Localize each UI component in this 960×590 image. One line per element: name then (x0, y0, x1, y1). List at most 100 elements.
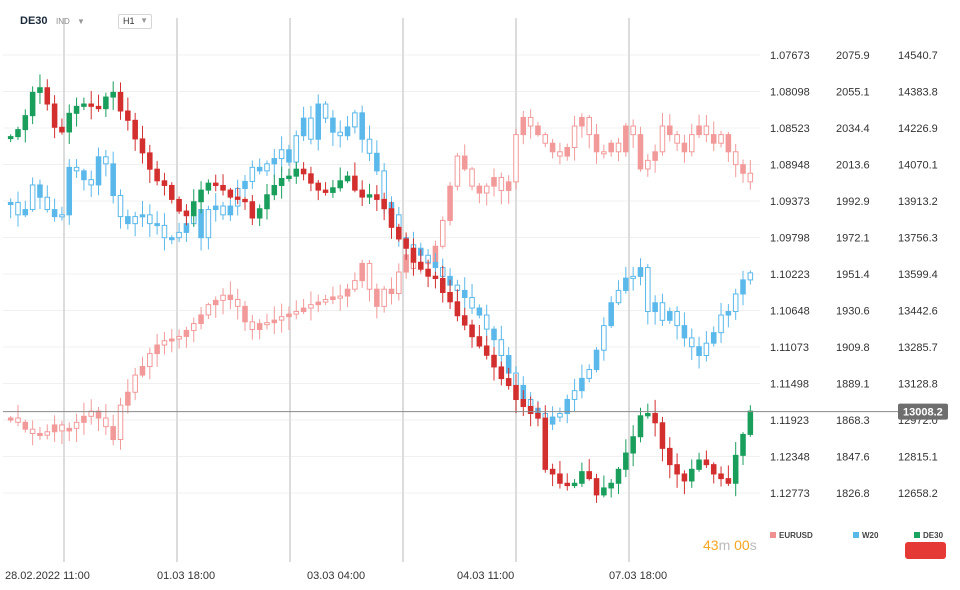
candle-body (469, 324, 475, 338)
w20-candle (571, 378, 578, 412)
candle-body (293, 168, 300, 177)
w20-candle (432, 252, 439, 274)
de30-candle (564, 473, 571, 491)
eurusd-candle (249, 314, 256, 340)
y-tick-label: 1.08098 (770, 87, 810, 99)
w20-candle (132, 211, 138, 237)
w20-candle (710, 326, 717, 347)
candle-body (278, 316, 285, 321)
eurusd-candle (344, 283, 351, 308)
eurusd-candle (740, 159, 746, 183)
eurusd-candle (81, 402, 87, 435)
eurusd-candle (242, 300, 248, 331)
eurusd-candle (330, 286, 336, 305)
candle-body (425, 268, 431, 277)
w20-candle (169, 235, 175, 245)
de30-candle (286, 168, 292, 182)
candle-body (330, 296, 336, 301)
y-tick-label: 14383.8 (898, 87, 938, 99)
x-tick-label: 03.03 04:00 (307, 570, 365, 582)
candle-body (645, 267, 651, 313)
de30-candle (703, 450, 710, 468)
w20-candle (176, 222, 182, 243)
candle-body (571, 125, 578, 148)
de30-candle (454, 289, 461, 322)
candle-body (198, 209, 204, 239)
candle-body (447, 291, 453, 303)
candle-body (359, 189, 365, 198)
candle-body (15, 129, 21, 138)
candle-body (520, 399, 527, 407)
y-tick-label: 2075.9 (836, 50, 870, 62)
y-tick-label: 13442.6 (898, 306, 938, 318)
candle-body (293, 311, 300, 315)
de30-candle (740, 432, 746, 466)
eurusd-candle (220, 288, 226, 315)
eurusd-candle (659, 112, 666, 156)
candle-body (15, 202, 21, 216)
candle-body (549, 468, 556, 475)
candle-body (681, 325, 688, 339)
de30-candle (249, 195, 256, 226)
legend-item-de30[interactable]: DE30 (914, 531, 943, 540)
candle-body (396, 271, 402, 294)
eurusd-candle (190, 317, 197, 343)
x-tick-label: 07.03 18:00 (609, 570, 667, 582)
w20-candle (608, 296, 614, 328)
candle-body (659, 422, 666, 449)
eurusd-candle (125, 379, 131, 414)
de30-candle (674, 453, 680, 488)
de30-candle (498, 361, 505, 386)
timeframe-value: H1 (123, 16, 135, 26)
candle-body (366, 262, 373, 290)
candle-body (117, 91, 124, 112)
eurusd-candle (469, 166, 475, 191)
de30-candle (66, 104, 73, 145)
eurusd-candle (366, 260, 373, 302)
y-tick-label: 1.10648 (770, 306, 810, 318)
w20-candle (696, 336, 702, 369)
de30-candle (718, 466, 724, 487)
eurusd-candle (37, 426, 43, 440)
w20-candle (659, 293, 666, 326)
candle-body (271, 319, 278, 324)
de30-candle (212, 174, 219, 192)
eurusd-candle (615, 137, 622, 162)
candle-body (88, 103, 94, 107)
de30-candle (73, 97, 80, 127)
candle-body (249, 166, 256, 182)
de30-candle (37, 74, 43, 104)
de30-candle (667, 437, 673, 479)
de30-candle (461, 307, 468, 331)
y-tick-label: 2055.1 (836, 87, 870, 99)
candle-body (51, 424, 58, 433)
candle-body (66, 427, 73, 432)
de30-candle (469, 319, 475, 348)
candle-body (366, 194, 373, 198)
w20-candle (674, 306, 680, 340)
candle-body (498, 366, 505, 380)
candle-body (732, 454, 739, 484)
de30-candle (623, 439, 629, 478)
w20-candle (322, 101, 329, 124)
chevron-down-icon[interactable]: ▼ (77, 17, 85, 26)
de30-candle (234, 187, 241, 205)
eurusd-candle (227, 281, 234, 310)
candle-body (110, 91, 116, 98)
candle-body (66, 112, 73, 133)
candle-body (667, 447, 673, 466)
alert-button[interactable] (905, 542, 946, 559)
timeframe-select[interactable]: H1 ▼ (118, 14, 152, 29)
w20-candle (623, 266, 629, 294)
eurusd-candle (608, 140, 614, 157)
current-price-label: 13008.2 (903, 407, 943, 419)
eurusd-candle (535, 121, 541, 137)
legend-item-eurusd[interactable]: EURUSD (770, 531, 813, 540)
legend-item-w20[interactable]: W20 (853, 531, 878, 540)
de30-candle (688, 459, 695, 488)
w20-candle (73, 159, 80, 178)
w20-candle (205, 205, 212, 250)
w20-candle (220, 201, 226, 220)
candle-body (337, 295, 343, 299)
